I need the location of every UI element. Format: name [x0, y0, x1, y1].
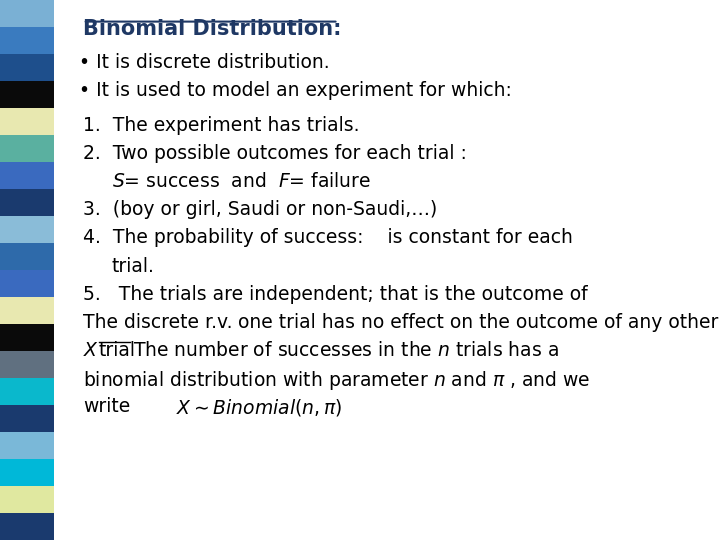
Bar	[0, 162, 54, 189]
Text: $S$= success  and  $F$= failure: $S$= success and $F$= failure	[112, 172, 371, 191]
Bar	[0, 135, 54, 162]
Text: 3.  (boy or girl, Saudi or non-Saudi,…): 3. (boy or girl, Saudi or non-Saudi,…)	[83, 200, 437, 219]
Text: The number of successes in the $n$ trials has a: The number of successes in the $n$ trial…	[133, 341, 559, 360]
Bar	[58, 0, 63, 540]
Text: 2.  Two possible outcomes for each trial :: 2. Two possible outcomes for each trial …	[83, 144, 467, 163]
Bar	[95, 0, 99, 540]
Bar	[89, 0, 93, 540]
Text: one trial has no effect on the outcome of any other: one trial has no effect on the outcome o…	[238, 313, 718, 332]
Bar	[0, 486, 54, 513]
Bar	[78, 0, 82, 540]
Bar	[0, 216, 54, 243]
Bar	[0, 405, 54, 432]
Text: The discrete r.v.: The discrete r.v.	[83, 313, 233, 332]
Bar	[69, 0, 73, 540]
Text: binomial distribution with parameter $n$ and $\pi$ , and we: binomial distribution with parameter $n$…	[83, 369, 590, 392]
Bar	[0, 324, 54, 351]
Bar	[0, 351, 54, 378]
Bar	[0, 297, 54, 324]
Bar	[0, 27, 54, 54]
Text: 1.  The experiment has trials.: 1. The experiment has trials.	[83, 116, 359, 135]
Bar	[84, 0, 89, 540]
Bar	[0, 0, 54, 27]
Bar	[0, 513, 54, 540]
Bar	[60, 0, 65, 540]
Bar	[63, 0, 67, 540]
Bar	[93, 0, 97, 540]
Text: 4.  The probability of success:    is constant for each: 4. The probability of success: is consta…	[83, 228, 572, 247]
Bar	[91, 0, 95, 540]
Bar	[82, 0, 86, 540]
Bar	[54, 0, 58, 540]
Bar	[0, 189, 54, 216]
Bar	[56, 0, 60, 540]
Bar	[86, 0, 91, 540]
Bar	[65, 0, 69, 540]
Bar	[67, 0, 71, 540]
Bar	[0, 270, 54, 297]
Text: trial: trial	[99, 341, 135, 360]
Bar	[0, 81, 54, 108]
Bar	[0, 108, 54, 135]
Bar	[73, 0, 78, 540]
Text: 5.   The trials are independent; that is the outcome of: 5. The trials are independent; that is t…	[83, 285, 588, 303]
Text: $X \sim Binomial(n, \pi)$: $X \sim Binomial(n, \pi)$	[176, 397, 343, 418]
Bar	[71, 0, 76, 540]
Bar	[0, 432, 54, 459]
Bar	[76, 0, 80, 540]
Bar	[0, 243, 54, 270]
Text: $X$: $X$	[83, 341, 99, 360]
Bar	[0, 378, 54, 405]
Text: • It is used to model an experiment for which:: • It is used to model an experiment for …	[79, 81, 512, 100]
Bar	[0, 54, 54, 81]
Text: trial.: trial.	[112, 256, 155, 275]
Text: • It is discrete distribution.: • It is discrete distribution.	[79, 53, 330, 72]
Text: Binomial Distribution:: Binomial Distribution:	[83, 19, 341, 39]
Text: write: write	[83, 397, 130, 416]
Bar	[0, 459, 54, 486]
Bar	[80, 0, 84, 540]
